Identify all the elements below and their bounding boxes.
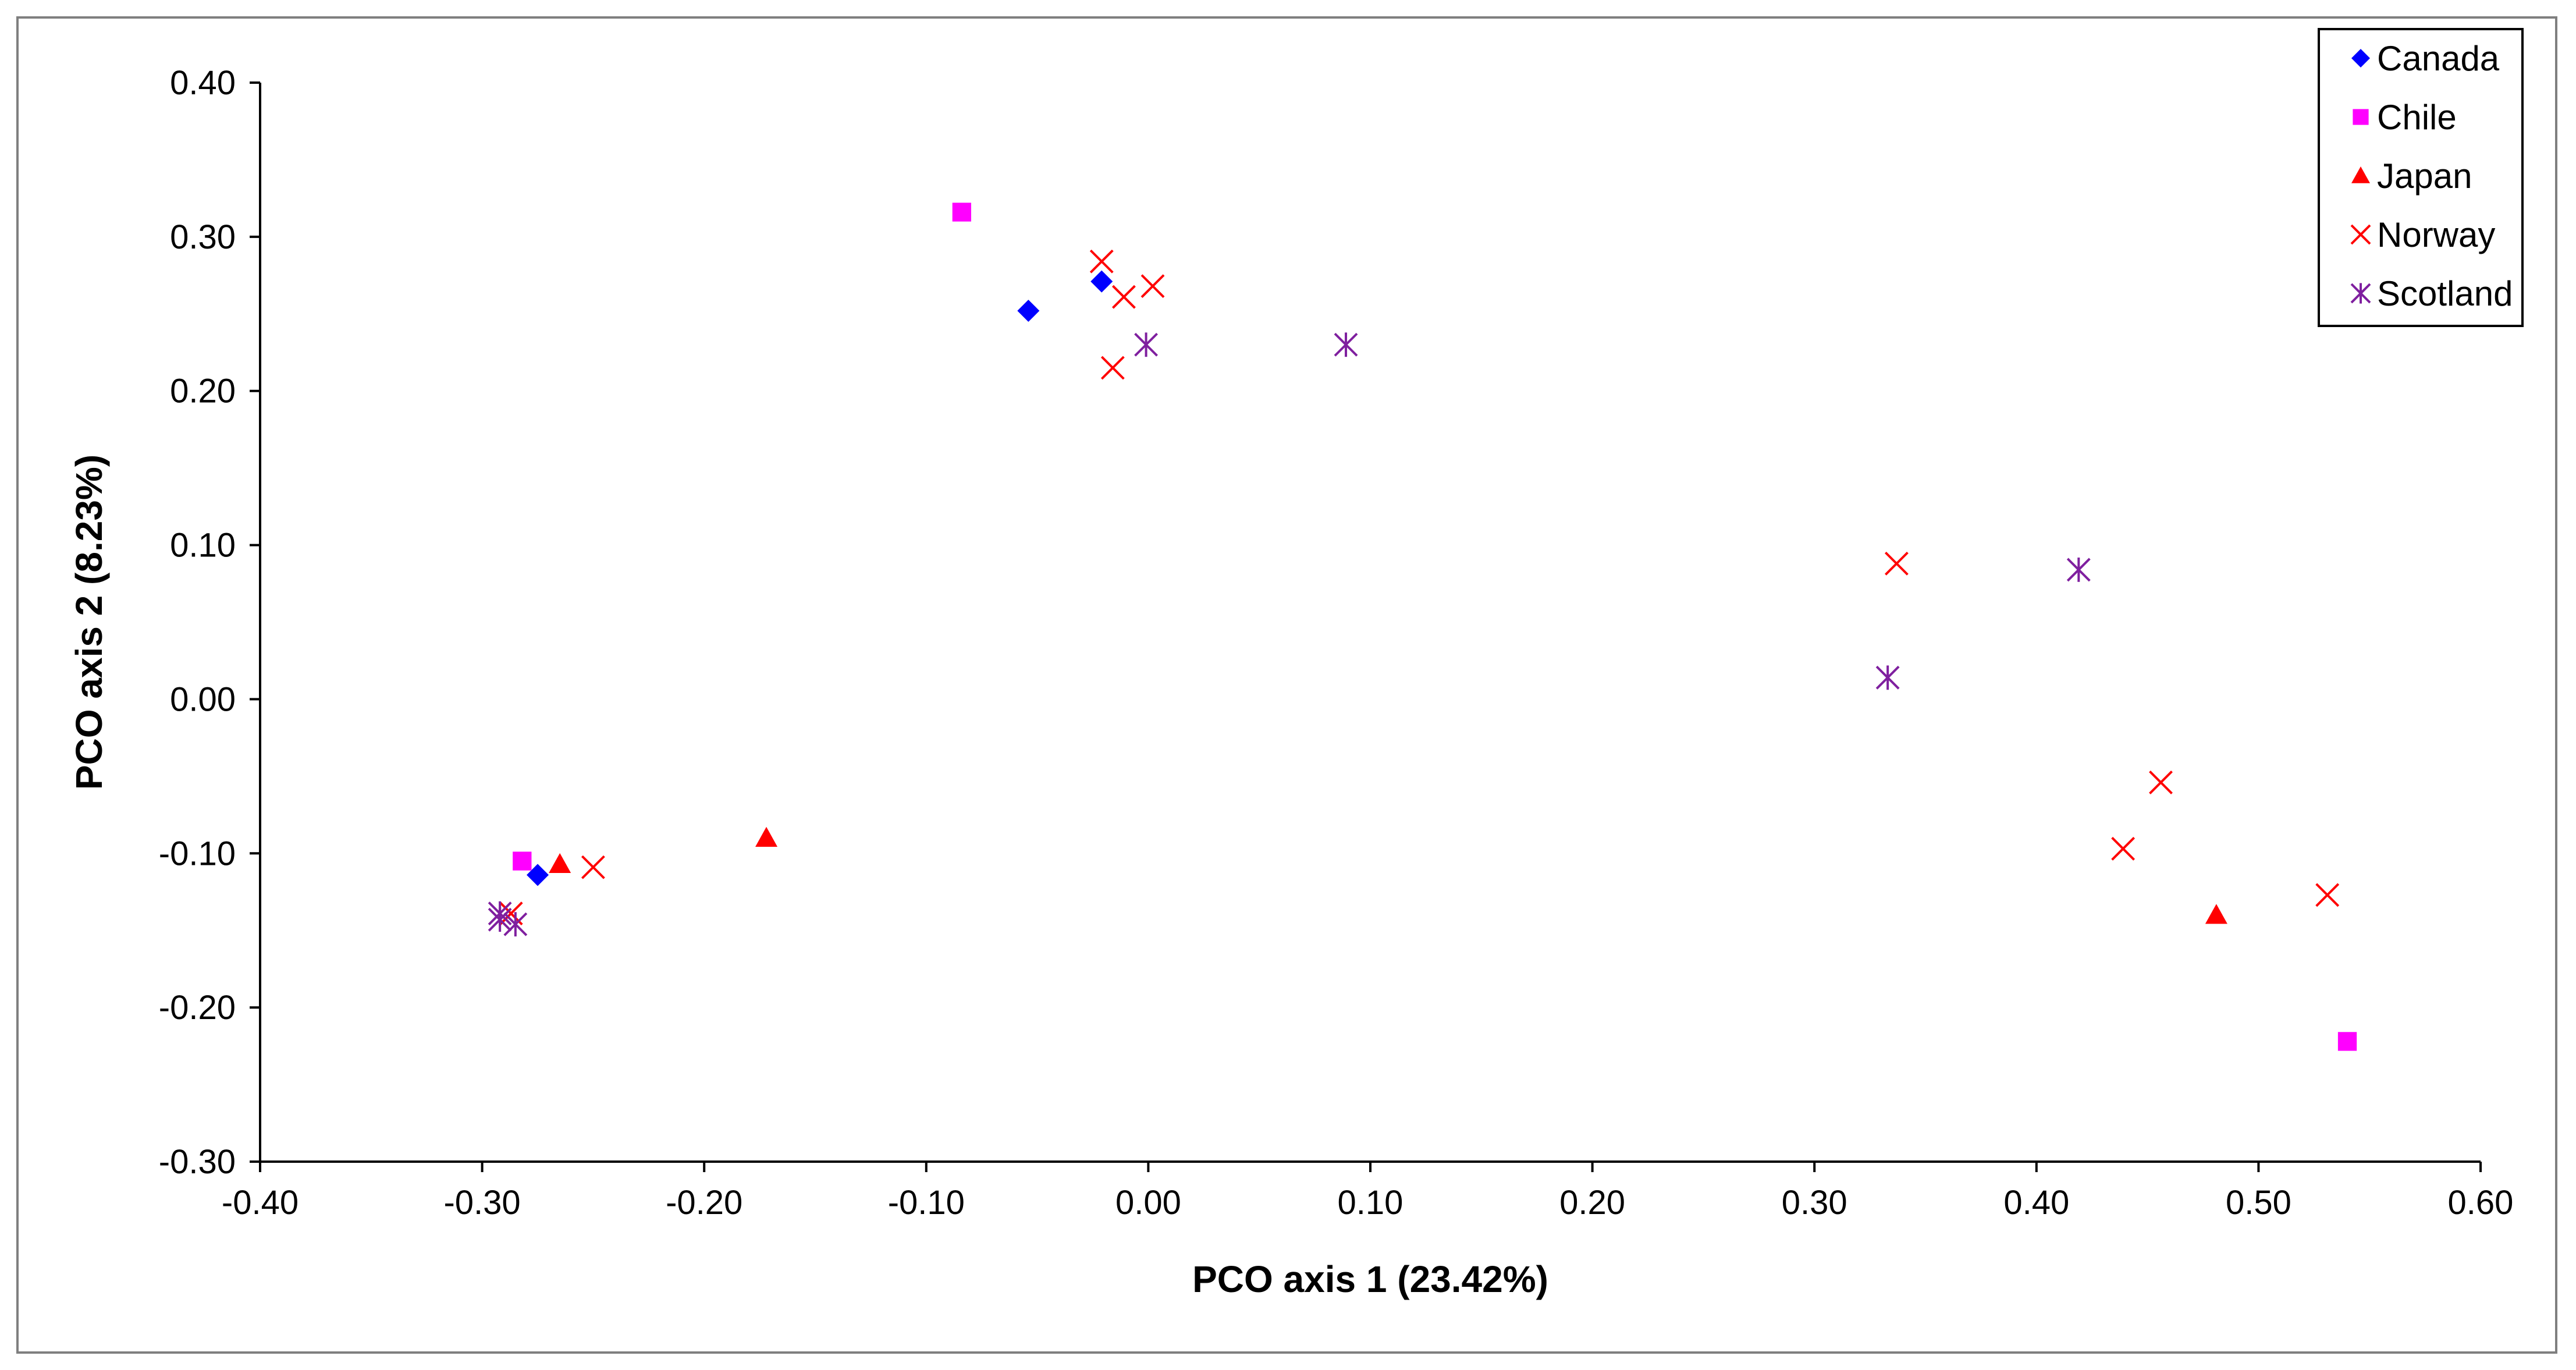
x-tick-label: 0.50 bbox=[2226, 1184, 2291, 1222]
y-tick-label: 0.20 bbox=[170, 372, 236, 410]
data-point-scotland bbox=[1134, 332, 1158, 357]
x-axis-title: PCO axis 1 (23.42%) bbox=[1192, 1258, 1548, 1300]
data-point-scotland bbox=[2066, 558, 2091, 582]
data-point-chile bbox=[513, 851, 532, 871]
x-tick-label: 0.10 bbox=[1338, 1184, 1404, 1222]
data-point-norway bbox=[1884, 551, 1909, 576]
x-tick-label: -0.40 bbox=[222, 1184, 299, 1222]
legend-marker-canada bbox=[2351, 49, 2370, 68]
x-tick-label: -0.20 bbox=[666, 1184, 742, 1222]
chart-area bbox=[16, 16, 2557, 1354]
legend-label-scotland: Scotland bbox=[2377, 274, 2513, 313]
data-point-norway bbox=[1112, 285, 1136, 309]
series-norway bbox=[499, 249, 2340, 925]
x-tick-label: -0.30 bbox=[443, 1184, 520, 1222]
x-tick-label: 0.30 bbox=[1782, 1184, 1847, 1222]
series-scotland bbox=[488, 332, 2091, 937]
legend-marker-japan bbox=[2351, 166, 2370, 183]
y-tick-label: 0.30 bbox=[170, 218, 236, 256]
legend-label-canada: Canada bbox=[2377, 39, 2500, 78]
data-point-norway bbox=[1140, 274, 1165, 299]
data-point-norway bbox=[1089, 249, 1114, 274]
y-tick-label: -0.20 bbox=[159, 989, 236, 1027]
data-point-scotland bbox=[1334, 332, 1358, 357]
data-point-scotland bbox=[1875, 665, 1900, 690]
series-chile bbox=[513, 203, 2357, 1051]
series-japan bbox=[549, 826, 2227, 924]
y-tick-label: -0.30 bbox=[159, 1143, 236, 1181]
x-tick-label: 0.40 bbox=[2003, 1184, 2069, 1222]
data-point-norway bbox=[2149, 771, 2173, 794]
y-tick-label: 0.40 bbox=[170, 64, 236, 102]
legend-marker-norway bbox=[2350, 224, 2371, 245]
legend-marker-chile bbox=[2353, 109, 2369, 125]
x-tick-label: -0.10 bbox=[888, 1184, 965, 1222]
legend-marker-scotland bbox=[2350, 283, 2371, 304]
legend-label-norway: Norway bbox=[2377, 215, 2495, 254]
data-point-japan bbox=[549, 853, 571, 874]
data-point-canada bbox=[1090, 270, 1113, 293]
data-points bbox=[488, 203, 2357, 1051]
data-point-canada bbox=[1017, 299, 1040, 322]
series-canada bbox=[527, 270, 1113, 886]
data-point-norway bbox=[2315, 883, 2340, 907]
data-point-canada bbox=[527, 864, 549, 886]
data-point-scotland bbox=[488, 907, 512, 932]
legend-box bbox=[2318, 28, 2524, 327]
y-axis-title: PCO axis 2 (8.23%) bbox=[68, 455, 110, 790]
y-tick-label: 0.00 bbox=[170, 680, 236, 718]
x-tick-label: 0.60 bbox=[2448, 1184, 2514, 1222]
data-point-norway bbox=[1100, 356, 1125, 380]
x-tick-label: 0.20 bbox=[1559, 1184, 1625, 1222]
x-tick-label: 0.00 bbox=[1115, 1184, 1181, 1222]
legend-label-chile: Chile bbox=[2377, 98, 2457, 137]
y-tick-label: 0.10 bbox=[170, 527, 236, 565]
tick-labels: -0.40 -0.30 -0.20 -0.10 0.00 0.10 0.20 0.30 0.40… bbox=[159, 64, 2514, 1222]
data-point-norway bbox=[2111, 836, 2136, 861]
data-point-scotland bbox=[503, 912, 528, 937]
axes bbox=[250, 81, 2482, 1172]
legend: Canada Chile Japan Norway Scotland bbox=[2318, 28, 2524, 327]
y-tick-label: -0.10 bbox=[159, 835, 236, 872]
data-point-chile bbox=[2337, 1032, 2357, 1051]
legend-label-japan: Japan bbox=[2377, 157, 2472, 196]
data-point-norway bbox=[581, 855, 605, 879]
data-point-japan bbox=[755, 826, 778, 847]
data-point-japan bbox=[2205, 904, 2227, 924]
data-point-chile bbox=[952, 203, 972, 222]
